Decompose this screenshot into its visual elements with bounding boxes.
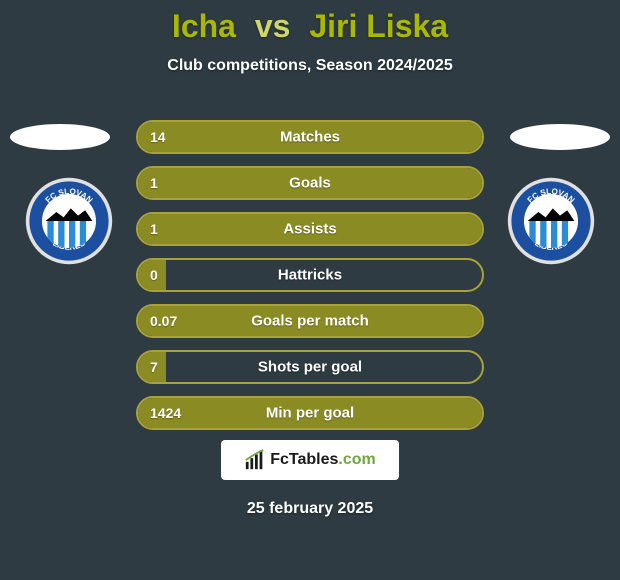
stat-label: Hattricks bbox=[136, 267, 484, 284]
stat-label: Goals per match bbox=[136, 313, 484, 330]
stat-label: Goals bbox=[136, 175, 484, 192]
player1-name: Icha bbox=[172, 8, 236, 44]
stats-container: 14 Matches 1 Goals 1 Assists 0 Hattricks… bbox=[136, 120, 484, 442]
stat-row-goals-per-match: 0.07 Goals per match bbox=[136, 304, 484, 338]
player2-photo-placeholder bbox=[510, 124, 610, 150]
branding-badge: FcTables.com bbox=[221, 440, 399, 480]
player1-club-crest: FC SLOVAN LIBEREC bbox=[24, 176, 114, 266]
brand-main: FcTables bbox=[270, 451, 338, 468]
player1-photo-placeholder bbox=[10, 124, 110, 150]
stat-label: Min per goal bbox=[136, 405, 484, 422]
stat-label: Assists bbox=[136, 221, 484, 238]
brand-suffix: .com bbox=[338, 451, 375, 468]
fctables-logo-icon bbox=[244, 449, 266, 471]
stat-label: Shots per goal bbox=[136, 359, 484, 376]
stat-row-shots-per-goal: 7 Shots per goal bbox=[136, 350, 484, 384]
stat-row-goals: 1 Goals bbox=[136, 166, 484, 200]
branding-text: FcTables.com bbox=[270, 451, 376, 469]
stat-row-assists: 1 Assists bbox=[136, 212, 484, 246]
player2-club-crest: FC SLOVAN LIBEREC bbox=[506, 176, 596, 266]
comparison-title: Icha vs Jiri Liska bbox=[0, 0, 620, 45]
stat-row-hattricks: 0 Hattricks bbox=[136, 258, 484, 292]
stat-row-min-per-goal: 1424 Min per goal bbox=[136, 396, 484, 430]
player2-name: Jiri Liska bbox=[309, 8, 448, 44]
subtitle: Club competitions, Season 2024/2025 bbox=[0, 57, 620, 75]
vs-text: vs bbox=[245, 8, 301, 44]
stat-row-matches: 14 Matches bbox=[136, 120, 484, 154]
stat-label: Matches bbox=[136, 129, 484, 146]
comparison-date: 25 february 2025 bbox=[0, 500, 620, 518]
